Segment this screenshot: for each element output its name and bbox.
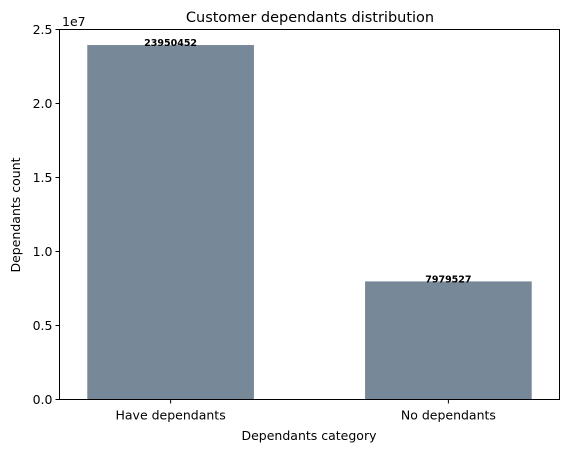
y-tick-label-0: 0.0 [33, 392, 53, 407]
y-tick-label-3: 1.5 [33, 170, 53, 185]
bars-group: 23950452 7979527 [87, 38, 532, 400]
data-label-0: 23950452 [144, 38, 197, 49]
bar-0 [87, 45, 254, 400]
y-tick-label-2: 1.0 [33, 244, 53, 259]
x-axis-label: Dependants category [241, 428, 377, 443]
x-axis-ticks: Have dependants No dependants [115, 399, 496, 423]
y-axis-ticks: 0.0 0.5 1.0 1.5 2.0 2.5 [33, 22, 60, 407]
bar-1 [365, 281, 532, 400]
plot-frame [59, 29, 560, 400]
y-tick-label-5: 2.5 [33, 22, 53, 37]
y-offset-label: 1e7 [62, 14, 86, 29]
y-tick-label-1: 0.5 [33, 318, 53, 333]
data-label-1: 7979527 [425, 274, 471, 285]
y-axis-label: Dependants count [8, 157, 23, 272]
x-tick-label-1: No dependants [401, 408, 496, 423]
y-tick-label-4: 2.0 [33, 96, 53, 111]
chart-title: Customer dependants distribution [186, 10, 434, 26]
x-tick-label-0: Have dependants [115, 408, 225, 423]
